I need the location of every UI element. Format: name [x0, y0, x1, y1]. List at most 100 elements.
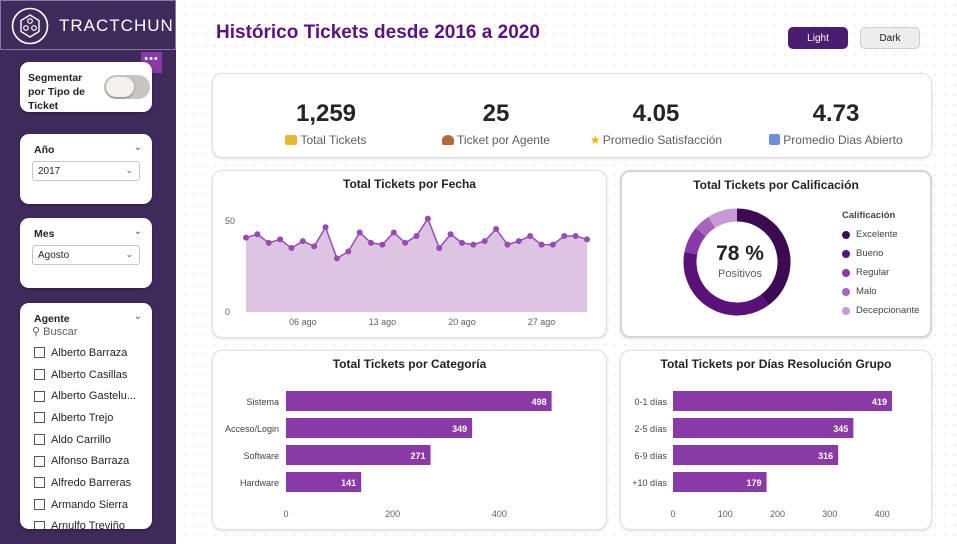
donut-slice-decepcionante[interactable] — [708, 208, 738, 228]
donut-slice-bueno[interactable] — [683, 251, 769, 316]
kpi-label-row: Promedio Dias Abierto — [751, 133, 921, 147]
data-point[interactable] — [549, 241, 556, 248]
x-tick-label: 27 ago — [528, 317, 556, 327]
data-point[interactable] — [584, 236, 590, 243]
data-point[interactable] — [515, 238, 522, 245]
legend-item[interactable]: Malo — [842, 282, 919, 301]
light-theme-button[interactable]: Light — [788, 27, 848, 49]
data-point[interactable] — [345, 248, 352, 255]
legend-title: Calificación — [842, 210, 896, 221]
data-point[interactable] — [504, 241, 511, 248]
data-point[interactable] — [572, 232, 579, 239]
bar[interactable] — [286, 391, 552, 411]
toggle-label: Segmentar por Tipo de Ticket — [28, 72, 85, 112]
agent-list-item[interactable]: Alberto Casillas — [34, 364, 152, 386]
year-dropdown[interactable]: 2017 ⌄ — [32, 161, 140, 181]
data-point[interactable] — [356, 229, 363, 236]
checkbox[interactable] — [34, 499, 45, 511]
data-point[interactable] — [299, 238, 306, 245]
data-point[interactable] — [424, 215, 431, 222]
data-point[interactable] — [527, 232, 534, 239]
bar[interactable] — [673, 391, 893, 411]
donut-slice-excelente[interactable] — [736, 208, 791, 306]
legend-item[interactable]: Excelente — [842, 225, 919, 244]
agent-list-item[interactable]: Arnulfo Treviño — [34, 516, 152, 529]
data-point[interactable] — [470, 241, 477, 248]
kpi-total-tickets: 1,259 Total Tickets — [241, 100, 411, 147]
checkbox[interactable] — [34, 520, 45, 529]
checkbox[interactable] — [34, 412, 45, 424]
chevron-down-icon: ⌄ — [125, 165, 133, 175]
agent-list-item[interactable]: Alfonso Barraza — [34, 450, 152, 472]
agent-list-item[interactable]: Alberto Gastelu... — [34, 385, 152, 407]
checkbox[interactable] — [34, 477, 45, 489]
data-point[interactable] — [481, 238, 488, 245]
bar[interactable] — [673, 445, 839, 465]
data-point[interactable] — [322, 224, 329, 231]
year-slicer-title: Año — [34, 144, 55, 156]
data-point[interactable] — [413, 232, 420, 239]
data-point[interactable] — [561, 232, 568, 239]
data-point[interactable] — [379, 241, 386, 248]
chart-title: Total Tickets por Fecha — [343, 177, 476, 191]
data-point[interactable] — [333, 255, 340, 262]
bar[interactable] — [286, 445, 431, 465]
category-label: Software — [243, 451, 279, 461]
chevron-down-icon[interactable]: ⌄ — [133, 311, 142, 322]
data-point[interactable] — [436, 245, 443, 252]
checkbox[interactable] — [34, 369, 45, 381]
chevron-down-icon[interactable]: ⌄ — [133, 226, 142, 237]
chevron-down-icon[interactable]: ⌄ — [133, 142, 142, 153]
brand-logo[interactable]: TRACTCHUN — [0, 0, 176, 50]
checkbox[interactable] — [34, 434, 45, 446]
agent-list-item[interactable]: Alberto Trejo — [34, 407, 152, 429]
x-tick-label: 0 — [283, 509, 288, 519]
tickets-by-category-card: Total Tickets por Categoría Sistema 498 Ac… — [212, 350, 607, 530]
tickets-by-resolution-days-card: Total Tickets por Días Resolución Grupo … — [620, 350, 932, 530]
checkbox[interactable] — [34, 455, 45, 467]
agent-list-item[interactable]: Aldo Carrillo — [34, 429, 152, 451]
agent-list-item[interactable]: Armando Sierra — [34, 494, 152, 516]
bar[interactable] — [673, 418, 854, 438]
bar[interactable] — [286, 418, 473, 438]
data-point[interactable] — [458, 239, 465, 246]
checkbox[interactable] — [34, 347, 45, 359]
star-icon: ★ — [589, 133, 601, 147]
agent-list-item[interactable]: Alberto Barraza — [34, 342, 152, 364]
brand-name: TRACTCHUN — [59, 16, 174, 35]
agent-name: Alberto Casillas — [51, 368, 128, 381]
data-point[interactable] — [447, 231, 454, 238]
data-point[interactable] — [493, 226, 500, 233]
agent-list-item[interactable]: Alfredo Barreras — [34, 472, 152, 494]
legend-item[interactable]: Bueno — [842, 244, 919, 263]
data-point[interactable] — [243, 234, 249, 241]
data-point[interactable] — [402, 239, 409, 246]
bar[interactable] — [673, 472, 767, 492]
data-point[interactable] — [254, 231, 261, 238]
y-tick-label: 50 — [225, 216, 235, 226]
legend-item[interactable]: Decepcionante — [842, 301, 919, 320]
kpi-value: 25 — [482, 100, 510, 127]
data-point[interactable] — [368, 239, 375, 246]
legend-dot-icon — [842, 268, 850, 277]
data-point[interactable] — [538, 241, 545, 248]
data-point[interactable] — [390, 229, 397, 236]
checkbox[interactable] — [34, 390, 45, 402]
agent-search[interactable]: ⚲ Buscar — [32, 325, 77, 338]
donut-slice-regular[interactable] — [684, 227, 706, 255]
bar[interactable] — [286, 472, 362, 492]
category-label: 6-9 días — [634, 451, 667, 461]
toggle-knob[interactable] — [106, 77, 134, 97]
legend-item[interactable]: Regular — [842, 263, 919, 282]
data-point[interactable] — [277, 236, 284, 243]
data-point[interactable] — [288, 245, 295, 252]
donut-slice-malo[interactable] — [695, 216, 716, 237]
data-point[interactable] — [311, 243, 318, 250]
month-slicer: Mes ⌄ Agosto ⌄ — [20, 218, 152, 288]
sidebar: TRACTCHUN ••• Segmentar por Tipo de Tick… — [0, 0, 176, 544]
month-dropdown[interactable]: Agosto ⌄ — [32, 245, 140, 265]
agent-name: Aldo Carrillo — [51, 433, 111, 446]
dark-theme-button[interactable]: Dark — [860, 27, 920, 49]
ticket-type-toggle[interactable] — [104, 75, 150, 99]
data-point[interactable] — [265, 239, 272, 246]
